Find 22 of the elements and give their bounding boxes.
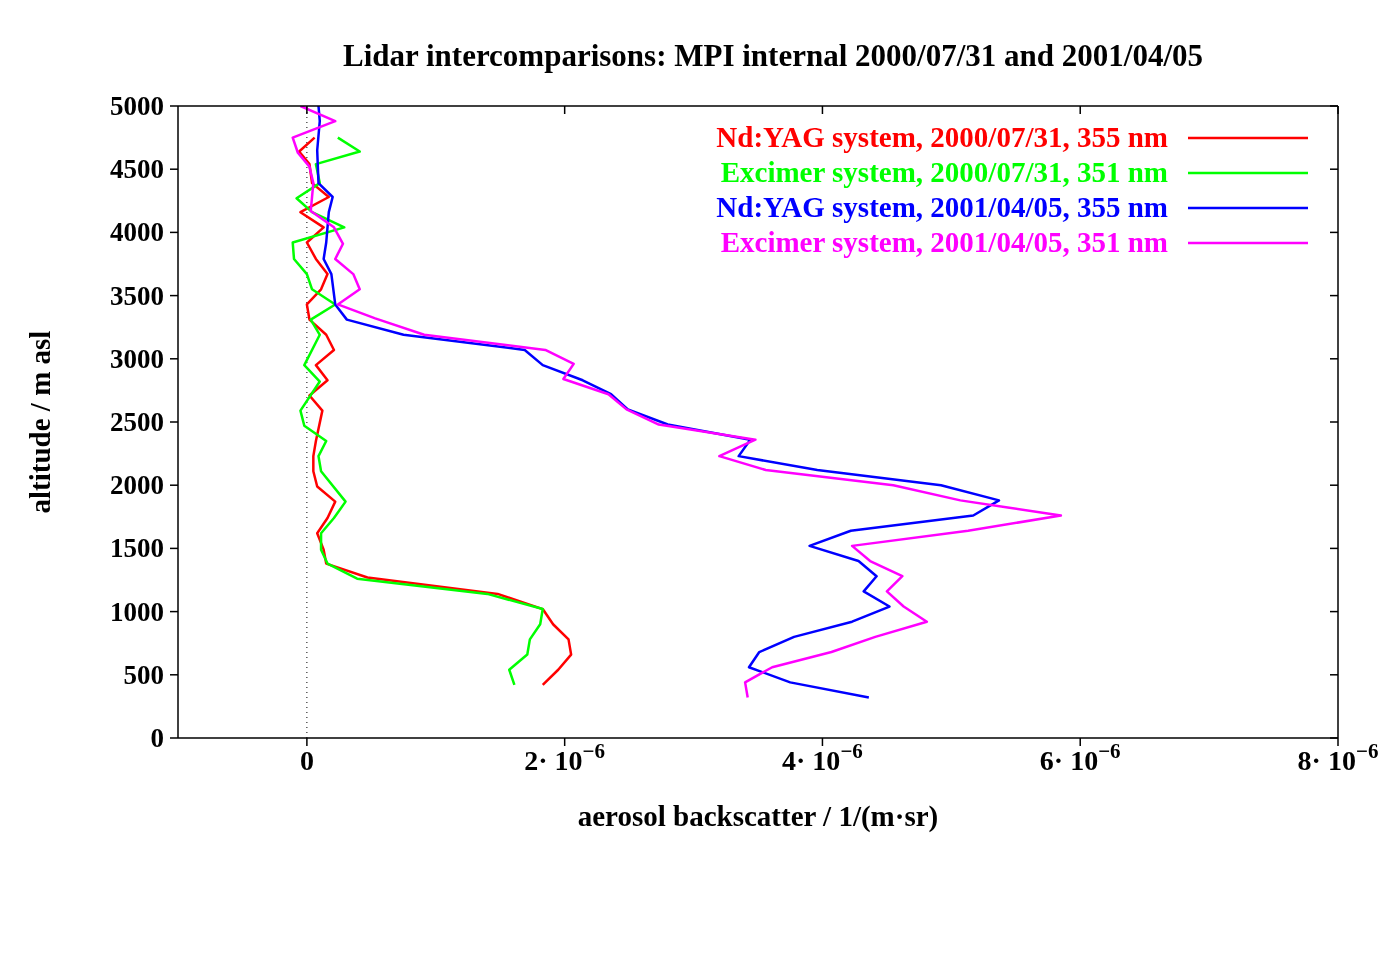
x-tick-label: 0 [299,745,314,776]
y-tick-label: 5000 [110,91,164,121]
y-tick-label: 3000 [110,343,164,374]
y-tick-label: 3500 [110,280,164,311]
legend-label: Nd:YAG system, 2001/04/05, 355 nm [716,191,1168,224]
y-tick-label: 2000 [110,470,164,501]
y-tick-label: 4500 [110,154,164,185]
legend-label: Nd:YAG system, 2000/07/31, 355 nm [716,121,1168,154]
y-tick-label: 1500 [110,533,164,564]
x-tick-label: 4· 10$^{−6}$ [782,739,863,776]
y-tick-label: 1000 [110,596,164,627]
x-tick-label: 2· 10$^{−6}$ [524,739,606,776]
chart-title: Lidar intercomparisons: MPI internal 2000/07/31 and 2001/04/05 [342,38,1204,74]
y-tick-label: 500 [123,659,164,690]
x-tick-label: 8· 10$^{−6}$ [1297,739,1379,776]
legend-label: Excimer system, 2001/04/05, 351 nm [720,226,1168,259]
y-axis-title: altitude / m asl [24,330,56,514]
legend-label: Excimer system, 2000/07/31, 351 nm [720,156,1168,189]
y-tick-label: 2500 [110,407,164,437]
x-tick-label: 6· 10$^{−6}$ [1039,739,1121,776]
y-tick-label: 4000 [110,217,164,248]
x-axis-title: aerosol backscatter / 1/(m·sr) [577,800,939,833]
